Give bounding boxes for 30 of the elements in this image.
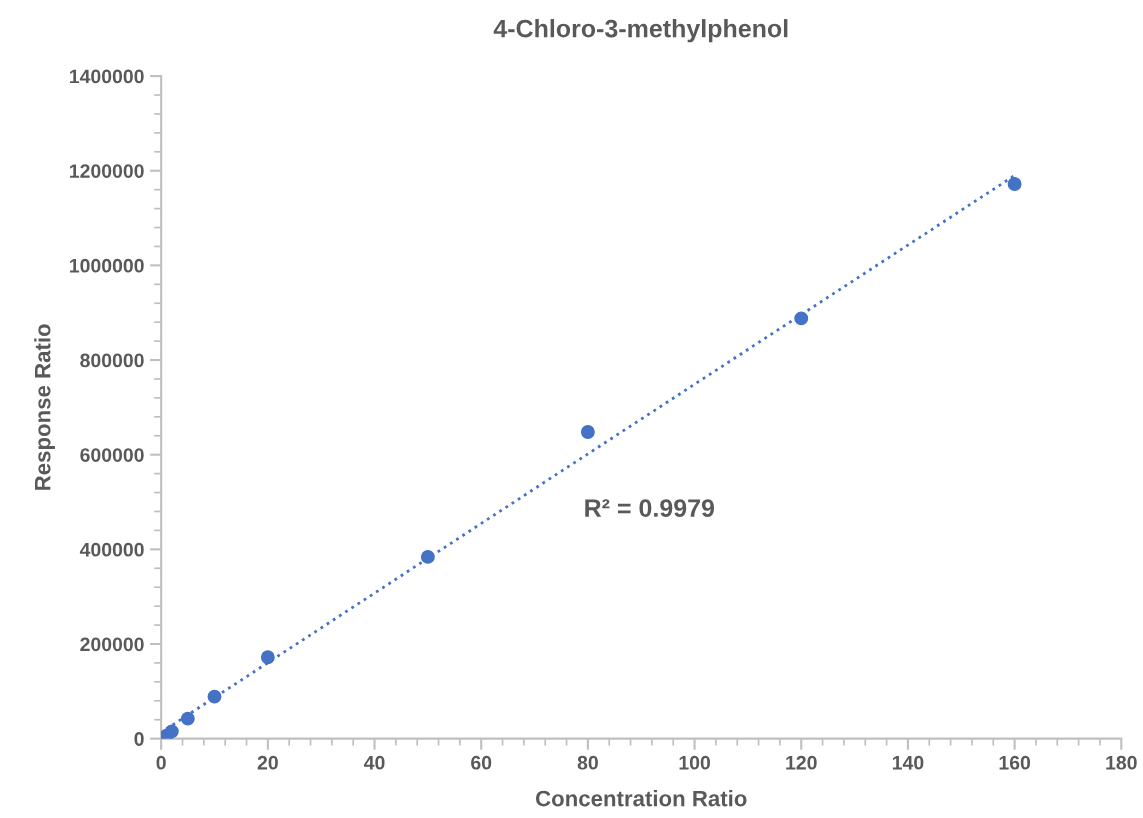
x-axis-title: Concentration Ratio <box>535 790 747 807</box>
point <box>420 549 435 564</box>
x-tick-label: 120 <box>786 755 817 770</box>
point <box>180 711 195 726</box>
point <box>794 311 809 326</box>
y-tick-label: 400000 <box>79 542 144 557</box>
point <box>580 425 595 439</box>
point <box>1007 177 1022 191</box>
x-tick-label: 100 <box>679 755 710 770</box>
y-tick-label: 1400000 <box>70 69 144 84</box>
point <box>260 650 275 665</box>
x-tick-label: 60 <box>471 755 492 770</box>
y-tick-label: 1000000 <box>70 258 144 273</box>
x-tick-label: 40 <box>364 755 385 770</box>
chart-title: 4-Chloro-3-methylphenol <box>493 19 788 43</box>
y-tick-label: 0 <box>134 732 144 746</box>
annotation: R² = 0.9979 <box>585 499 715 517</box>
y-tick-label: 600000 <box>80 448 144 462</box>
x-tick-label: 0 <box>156 755 166 770</box>
point <box>207 689 222 704</box>
point <box>164 724 179 739</box>
x-tick-label: 140 <box>892 755 924 770</box>
y-tick-label: 800000 <box>80 353 144 368</box>
x-tick-label: 160 <box>999 755 1031 770</box>
y-axis-title: Response Ratio <box>34 324 55 490</box>
x-tick-label: 20 <box>257 755 278 770</box>
x-tick-label: 80 <box>577 755 598 770</box>
y-tick-label: 1200000 <box>70 164 144 178</box>
x-tick-label: 180 <box>1106 755 1137 770</box>
y-tick-label: 200000 <box>80 637 144 652</box>
